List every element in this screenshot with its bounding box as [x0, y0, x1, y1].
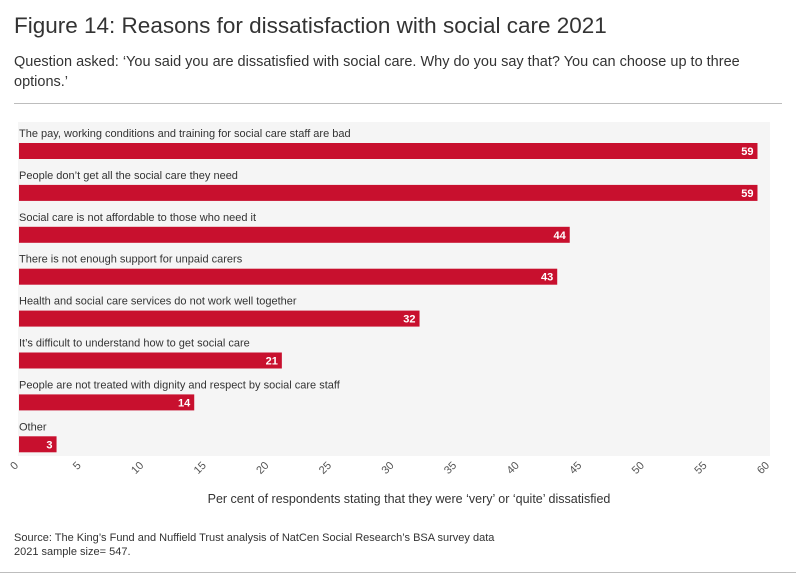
data-label: 32 — [403, 314, 415, 326]
data-label: 14 — [178, 397, 191, 409]
category-label: Social care is not affordable to those w… — [19, 212, 256, 224]
source-note: Source: The King’s Fund and Nuffield Tru… — [14, 531, 494, 559]
sample-size-line: 2021 sample size= 547. — [14, 546, 131, 558]
x-tick-label: 5 — [71, 460, 84, 473]
x-tick-label: 40 — [505, 460, 522, 477]
bar — [19, 184, 758, 201]
bar — [19, 310, 420, 327]
x-tick-label: 15 — [192, 460, 209, 477]
category-label: People don’t get all the social care the… — [19, 170, 238, 182]
x-tick-label: 25 — [317, 460, 334, 477]
header-divider — [14, 103, 782, 104]
x-tick-label: 60 — [755, 460, 772, 477]
data-label: 59 — [741, 146, 753, 158]
category-label: There is not enough support for unpaid c… — [19, 254, 243, 266]
data-label: 43 — [541, 272, 553, 284]
data-label: 21 — [266, 356, 278, 368]
data-label: 44 — [553, 230, 566, 242]
x-tick-label: 20 — [254, 460, 271, 477]
x-tick-label: 0 — [8, 460, 21, 473]
bar — [19, 226, 570, 243]
category-label: People are not treated with dignity and … — [19, 379, 341, 391]
x-tick-label: 35 — [442, 460, 459, 477]
data-label: 3 — [46, 439, 52, 451]
bar — [19, 143, 758, 159]
category-label: It’s difficult to understand how to get … — [19, 338, 250, 350]
x-axis-title: Per cent of respondents stating that the… — [208, 492, 611, 506]
bar — [19, 268, 558, 285]
chart-title: Figure 14: Reasons for dissatisfaction w… — [14, 13, 607, 38]
x-tick-label: 55 — [692, 460, 709, 477]
footer-divider — [0, 572, 796, 573]
category-label: Health and social care services do not w… — [19, 296, 297, 308]
data-label: 59 — [741, 188, 753, 200]
x-tick-label: 30 — [379, 460, 396, 477]
bar — [19, 394, 195, 411]
x-tick-label: 45 — [567, 460, 584, 477]
category-label: Other — [19, 421, 47, 433]
category-label: The pay, working conditions and training… — [19, 128, 351, 140]
x-tick-label: 50 — [630, 460, 647, 477]
source-line: Source: The King’s Fund and Nuffield Tru… — [14, 532, 495, 544]
bar-chart: The pay, working conditions and training… — [8, 128, 773, 506]
bar — [19, 436, 57, 453]
x-tick-label: 10 — [129, 460, 146, 477]
chart-subtitle: Question asked: ‘You said you are dissat… — [14, 54, 740, 90]
bar — [19, 352, 282, 369]
